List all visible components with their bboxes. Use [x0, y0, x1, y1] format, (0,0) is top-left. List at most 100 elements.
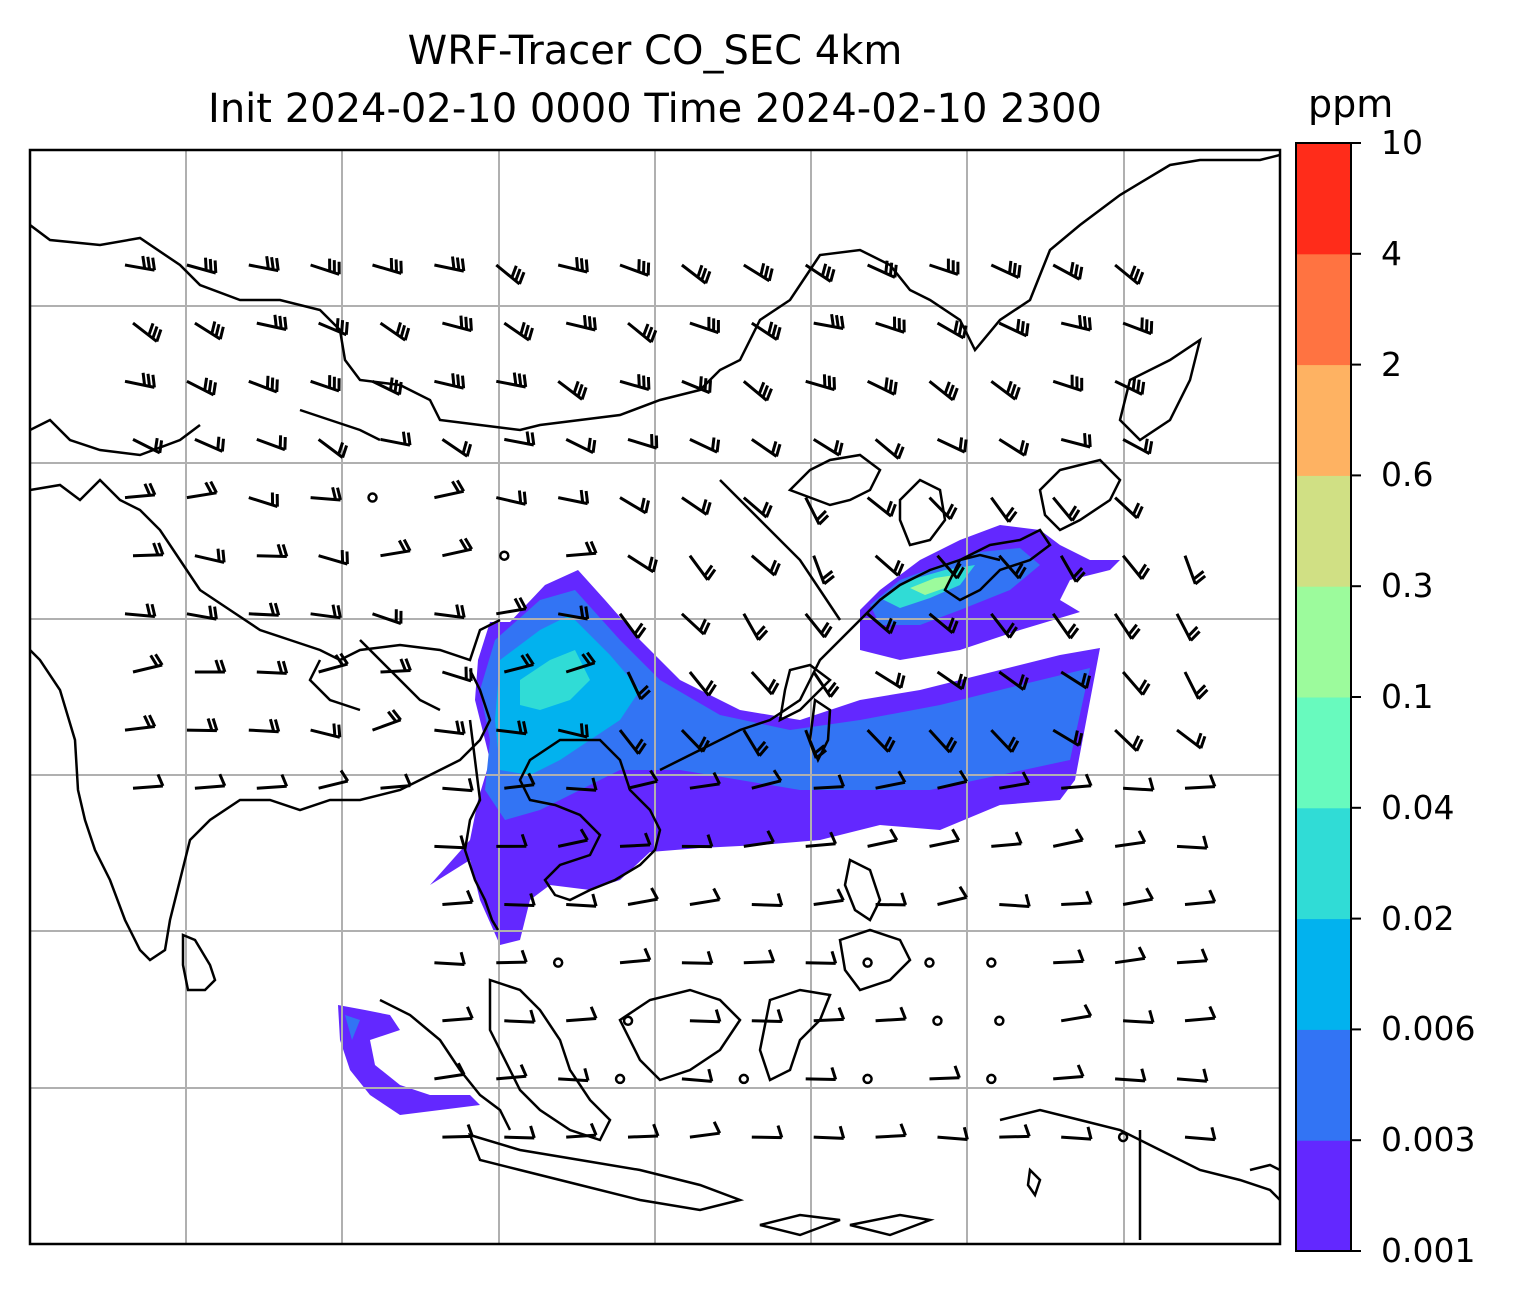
wind-barb: [626, 671, 651, 701]
wind-barb: [688, 671, 717, 697]
wind-barb: [751, 769, 783, 790]
wind-barb: [1053, 1064, 1085, 1081]
wind-barb: [434, 835, 466, 850]
wind-barb: [1114, 496, 1144, 520]
wind-barb: [504, 1125, 536, 1140]
calm-wind-marker: [1117, 1131, 1129, 1143]
wind-barb: [194, 659, 227, 674]
plume-sumatra-inner: [345, 1015, 360, 1040]
wind-barb: [186, 480, 218, 500]
wind-barb: [866, 377, 898, 396]
wind-barb: [504, 772, 536, 790]
wind-barb: [813, 888, 845, 906]
wind-barb: [1184, 889, 1217, 906]
wind-barb: [1184, 1126, 1217, 1142]
wind-barb: [813, 1007, 846, 1023]
wind-barb: [1051, 612, 1080, 640]
wind-barb: [813, 313, 845, 330]
wind-barb: [132, 542, 165, 558]
wind-barb: [248, 255, 280, 273]
wind-barb: [379, 321, 411, 342]
wind-barb: [442, 315, 473, 333]
wind-barb: [681, 950, 714, 965]
wind-barb: [998, 554, 1027, 580]
wind-barb: [936, 320, 968, 340]
wind-barb: [380, 658, 412, 674]
wind-barb: [688, 554, 717, 581]
wind-barb: [990, 496, 1018, 523]
wind-barb: [936, 670, 968, 691]
wind-barb: [681, 834, 714, 849]
calm-wind-marker: [862, 957, 873, 968]
wind-barb: [875, 770, 907, 790]
wind-barb: [1121, 671, 1151, 696]
wind-barb: [928, 729, 958, 754]
wind-barb: [619, 832, 652, 848]
colorbar-band: [1296, 364, 1351, 476]
wind-barb: [627, 434, 659, 450]
wind-barb: [928, 612, 959, 635]
wind-barb: [496, 1063, 528, 1081]
wind-barb: [124, 603, 157, 618]
wind-barb: [627, 769, 659, 790]
calm-wind-marker: [622, 1015, 634, 1027]
wind-barb: [1053, 949, 1085, 965]
wind-barb: [866, 260, 898, 279]
wind-barb: [186, 377, 217, 397]
wind-barb: [627, 554, 658, 574]
wind-barb: [750, 670, 780, 696]
colorbar-band: [1296, 586, 1351, 698]
wind-barb: [999, 771, 1031, 790]
wind-barb: [998, 670, 1029, 691]
calm-wind-marker: [986, 1073, 997, 1085]
wind-barb: [681, 496, 712, 516]
plume-core-hi: [520, 650, 590, 710]
coastlines: [30, 153, 1280, 1240]
wind-barb: [1061, 890, 1093, 906]
colorbar-tick-label: 0.3: [1381, 566, 1434, 606]
wind-barb: [998, 318, 1030, 338]
wind-barb: [619, 496, 650, 515]
wind-barb: [804, 612, 833, 639]
wind-barb: [804, 263, 836, 283]
wind-barb: [805, 1066, 838, 1081]
wind-barb: [627, 887, 659, 906]
wind-barb: [937, 885, 968, 906]
calm-wind-marker: [862, 1073, 873, 1085]
wind-barb: [874, 670, 906, 690]
wind-barb: [1122, 317, 1154, 336]
calm-wind-marker: [499, 550, 510, 561]
wind-barb: [619, 947, 652, 965]
wind-barb: [124, 482, 157, 500]
colorbar-band: [1296, 697, 1351, 809]
wind-barb: [1121, 554, 1151, 580]
calm-wind-marker: [552, 957, 564, 968]
wind-barb: [441, 666, 473, 683]
plume-main-inner: [480, 590, 1090, 820]
wind-barb: [689, 1121, 722, 1139]
wind-barb: [680, 263, 712, 285]
wind-barb: [317, 438, 349, 459]
wind-barb: [124, 255, 156, 272]
wind-barb: [124, 714, 157, 732]
colorbar-band: [1296, 143, 1351, 255]
wind-barb: [566, 540, 598, 558]
wind-barb: [874, 554, 905, 577]
wind-barb: [1184, 774, 1217, 790]
wind-barb: [1183, 671, 1209, 700]
wind-barb: [929, 1065, 961, 1081]
map-frame: [28, 148, 1282, 1246]
wind-barb: [689, 316, 720, 335]
wind-barb: [441, 438, 473, 458]
co-tracer-plume: [338, 525, 1120, 1115]
wind-barb: [380, 431, 412, 447]
wind-barb: [627, 321, 658, 344]
colorbar-tick-label: 10: [1381, 123, 1423, 162]
wind-barb: [990, 380, 1021, 401]
wind-barb: [371, 377, 403, 396]
wind-barb: [256, 774, 289, 790]
wind-barb: [805, 374, 836, 392]
wind-barb: [434, 373, 466, 390]
wind-barb: [566, 1122, 598, 1139]
wind-barb: [874, 438, 905, 460]
